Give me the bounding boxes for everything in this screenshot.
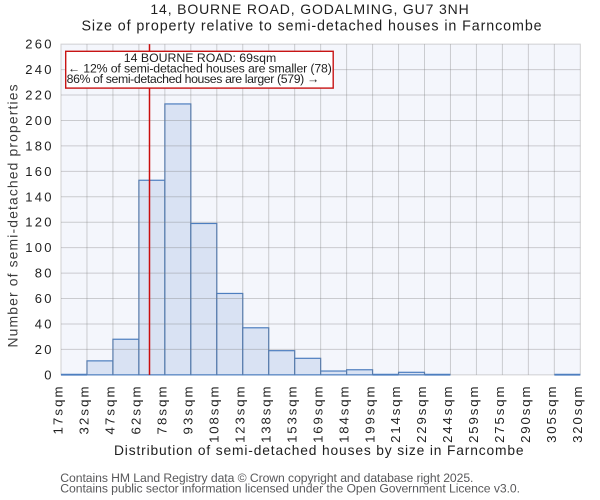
svg-text:153sqm: 153sqm bbox=[284, 385, 299, 443]
svg-text:Contains HM Land Registry data: Contains HM Land Registry data © Crown c… bbox=[60, 471, 473, 485]
svg-text:14 BOURNE ROAD: 69sqm: 14 BOURNE ROAD: 69sqm bbox=[124, 51, 276, 65]
svg-text:100: 100 bbox=[25, 240, 54, 255]
svg-text:108sqm: 108sqm bbox=[206, 385, 221, 443]
svg-text:220: 220 bbox=[25, 88, 54, 103]
svg-text:199sqm: 199sqm bbox=[362, 385, 377, 443]
svg-text:17sqm: 17sqm bbox=[51, 384, 66, 434]
svg-text:184sqm: 184sqm bbox=[336, 385, 351, 443]
svg-text:Number of semi-detached proper: Number of semi-detached properties bbox=[5, 83, 21, 347]
svg-text:200: 200 bbox=[25, 113, 54, 128]
svg-text:290sqm: 290sqm bbox=[518, 385, 533, 443]
svg-text:320sqm: 320sqm bbox=[570, 385, 585, 443]
svg-text:229sqm: 229sqm bbox=[414, 385, 429, 443]
svg-text:Size of property relative to s: Size of property relative to semi-detach… bbox=[81, 18, 542, 34]
svg-text:20: 20 bbox=[35, 342, 54, 357]
svg-text:Contains public sector informa: Contains public sector information licen… bbox=[60, 481, 520, 495]
svg-text:40: 40 bbox=[35, 316, 54, 331]
svg-text:140: 140 bbox=[25, 189, 54, 204]
svg-text:180: 180 bbox=[25, 138, 54, 153]
svg-text:169sqm: 169sqm bbox=[310, 385, 325, 443]
svg-text:240: 240 bbox=[25, 62, 54, 77]
svg-text:86% of semi-detached houses ar: 86% of semi-detached houses are larger (… bbox=[67, 72, 319, 86]
svg-text:260: 260 bbox=[25, 37, 54, 52]
svg-text:32sqm: 32sqm bbox=[77, 384, 92, 434]
svg-text:305sqm: 305sqm bbox=[544, 385, 559, 443]
svg-text:275sqm: 275sqm bbox=[492, 385, 507, 443]
svg-text:120: 120 bbox=[25, 215, 54, 230]
svg-text:47sqm: 47sqm bbox=[103, 384, 118, 434]
svg-text:138sqm: 138sqm bbox=[258, 385, 273, 443]
svg-text:93sqm: 93sqm bbox=[181, 384, 196, 434]
svg-text:244sqm: 244sqm bbox=[440, 385, 455, 443]
svg-text:123sqm: 123sqm bbox=[232, 385, 247, 443]
svg-text:259sqm: 259sqm bbox=[466, 385, 481, 443]
svg-text:14, BOURNE ROAD, GODALMING, GU: 14, BOURNE ROAD, GODALMING, GU7 3NH bbox=[150, 1, 469, 17]
svg-text:160: 160 bbox=[25, 164, 54, 179]
svg-text:60: 60 bbox=[35, 291, 54, 306]
svg-text:80: 80 bbox=[35, 266, 54, 281]
svg-text:214sqm: 214sqm bbox=[388, 385, 403, 443]
svg-text:← 12% of semi-detached houses: ← 12% of semi-detached houses are smalle… bbox=[68, 62, 332, 76]
svg-text:Distribution of semi-detached: Distribution of semi-detached houses by … bbox=[114, 443, 524, 458]
svg-text:78sqm: 78sqm bbox=[155, 384, 170, 434]
svg-text:62sqm: 62sqm bbox=[129, 384, 144, 434]
svg-text:0: 0 bbox=[44, 367, 54, 382]
